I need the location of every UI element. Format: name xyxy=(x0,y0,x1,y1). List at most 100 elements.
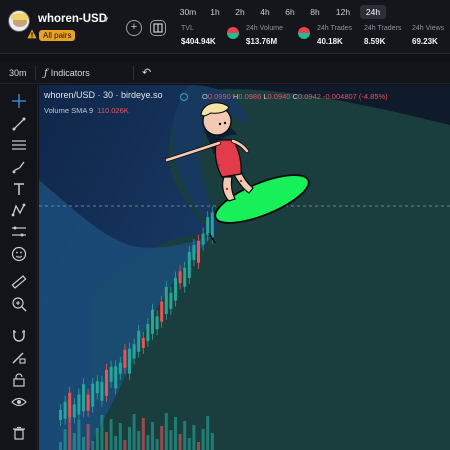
volume-bar xyxy=(114,436,118,450)
price-chart[interactable]: whoren/USD · 30 · birdeye.so O0.0990 H0.… xyxy=(39,85,450,450)
candle xyxy=(192,244,196,260)
volume-bar xyxy=(197,442,200,450)
traders-value: 8.59K xyxy=(364,37,386,46)
timeframe-2h[interactable]: 2h xyxy=(235,7,245,17)
candle xyxy=(123,349,127,368)
low-value: 0.0940 xyxy=(267,92,291,101)
volume-bar xyxy=(82,437,85,450)
text-icon[interactable] xyxy=(11,181,27,197)
volume-bar xyxy=(105,432,108,450)
volume-bar xyxy=(109,419,113,450)
surfer-illustration xyxy=(164,102,310,244)
pie-chart-icon xyxy=(227,27,239,39)
candle xyxy=(128,348,131,374)
volume-bar xyxy=(137,431,141,450)
volume-bar xyxy=(192,425,196,450)
eye-icon[interactable] xyxy=(11,394,27,410)
drawing-toolbar xyxy=(0,85,38,450)
volume-indicator-value: 110.026K xyxy=(97,106,129,115)
chart-legend-title: whoren/USD · 30 · birdeye.so xyxy=(44,90,163,100)
volume-bar xyxy=(68,416,72,450)
wave-body xyxy=(39,180,214,450)
toolbar-divider xyxy=(133,66,134,80)
candle xyxy=(183,267,187,287)
candle xyxy=(201,233,205,245)
timeframe-1h[interactable]: 1h xyxy=(210,7,220,17)
warning-icon xyxy=(27,29,37,39)
emoji-icon[interactable] xyxy=(11,246,27,262)
zoom-in-icon[interactable] xyxy=(11,296,27,312)
candle xyxy=(141,337,145,348)
candle xyxy=(151,309,154,334)
timeframe-24h[interactable]: 24h xyxy=(360,5,386,19)
candle xyxy=(72,404,76,418)
volume-bar xyxy=(128,427,131,450)
volume-bar xyxy=(210,433,214,450)
volume-bar xyxy=(77,420,81,450)
candle xyxy=(210,212,214,238)
candle xyxy=(169,292,173,309)
candle xyxy=(164,286,168,314)
volume-indicator-label: Volume SMA 9 xyxy=(44,106,94,115)
candle xyxy=(155,316,159,330)
volume-bar xyxy=(187,438,191,450)
candle xyxy=(146,323,150,341)
wave-crest xyxy=(172,85,249,235)
pattern-icon[interactable] xyxy=(11,202,27,218)
volume-bar xyxy=(151,422,154,450)
undo-icon[interactable]: ↶ xyxy=(142,67,152,79)
measure-icon[interactable] xyxy=(11,224,27,240)
all-pairs-badge[interactable]: All pairs xyxy=(39,30,76,41)
horizontal-lines-icon[interactable] xyxy=(11,137,27,153)
timeframe-8h[interactable]: 8h xyxy=(310,7,320,17)
magnet-icon[interactable] xyxy=(11,327,27,343)
volume-bar xyxy=(160,426,164,450)
close-value: 0.0942 xyxy=(298,92,321,101)
timeframe-6h[interactable]: 6h xyxy=(285,7,295,17)
trades-value: 40.18K xyxy=(317,37,343,46)
ruler-icon[interactable] xyxy=(11,274,27,290)
crosshair-icon[interactable] xyxy=(11,93,27,109)
trash-icon[interactable] xyxy=(11,425,27,441)
lock-icon[interactable] xyxy=(11,372,27,388)
volume-value: $13.76M xyxy=(246,37,278,46)
chevron-down-icon[interactable]: ▼ xyxy=(102,15,110,24)
visibility-toggle-icon[interactable] xyxy=(180,93,188,101)
trades-label: 24h Trades xyxy=(317,25,353,32)
timeframe-30m[interactable]: 30m xyxy=(179,7,197,17)
pencil-lock-icon[interactable] xyxy=(11,349,27,365)
toolbar-divider xyxy=(35,66,36,80)
add-icon[interactable]: + xyxy=(126,20,142,36)
volume-bar xyxy=(59,442,62,450)
volume-bar xyxy=(183,421,187,450)
candle xyxy=(174,277,177,301)
tvl-value: $404.94K xyxy=(181,37,216,46)
views-value: 69.23K xyxy=(412,37,438,46)
candle xyxy=(132,344,136,359)
pair-name[interactable]: whoren-USD xyxy=(38,13,107,25)
volume-bar xyxy=(141,418,145,450)
indicators-button[interactable]: ƒ Indicators xyxy=(44,62,90,84)
volume-bar xyxy=(164,413,168,450)
candle xyxy=(160,301,164,322)
volume-bar xyxy=(100,415,104,450)
timeframe-12h[interactable]: 12h xyxy=(335,7,351,17)
volume-bar xyxy=(123,440,127,450)
volume-series xyxy=(59,413,214,450)
candle xyxy=(100,381,104,401)
timeframe-4h[interactable]: 4h xyxy=(260,7,270,17)
high-value: 0.0986 xyxy=(238,92,262,101)
embed-icon[interactable] xyxy=(150,20,166,36)
candle xyxy=(109,366,113,382)
volume-bar xyxy=(132,414,136,450)
timeframe-selector: 30m 1h 2h 4h 6h 8h 12h 24h xyxy=(170,5,440,19)
interval-button[interactable]: 30m xyxy=(9,68,27,78)
brush-icon[interactable] xyxy=(11,159,27,175)
candle xyxy=(137,330,141,352)
trend-line-icon[interactable] xyxy=(11,116,27,132)
candle xyxy=(178,271,182,284)
chart-background-dark xyxy=(39,85,450,125)
candle xyxy=(105,369,108,396)
low-key: L xyxy=(263,92,268,101)
volume-bar xyxy=(206,416,210,450)
